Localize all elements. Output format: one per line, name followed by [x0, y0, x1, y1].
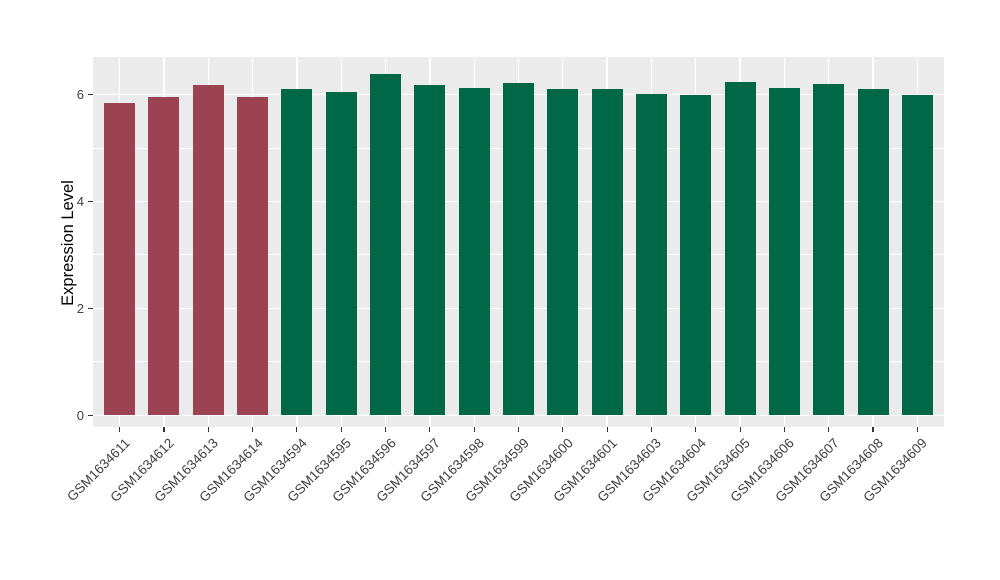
x-tick-mark	[739, 427, 741, 432]
y-tick-mark	[88, 414, 93, 416]
bar	[591, 89, 623, 416]
bar	[502, 82, 534, 416]
y-tick-label: 6	[76, 86, 84, 102]
y-tick-mark	[88, 307, 93, 309]
bar	[901, 95, 933, 416]
x-tick-mark	[562, 427, 564, 432]
x-tick-mark	[384, 427, 387, 432]
bar	[281, 89, 313, 416]
x-tick-mark	[783, 427, 786, 432]
x-tick-mark	[163, 427, 165, 432]
y-axis-title: Expression Level	[59, 180, 77, 306]
x-tick-mark	[872, 427, 874, 432]
bar	[813, 84, 845, 416]
bar	[104, 102, 136, 416]
x-tick-mark	[340, 427, 342, 432]
bar	[414, 84, 446, 416]
x-tick-mark	[606, 427, 608, 432]
x-tick-mark	[429, 427, 431, 432]
bar	[148, 97, 180, 416]
bar	[680, 94, 712, 416]
x-tick-mark	[251, 427, 254, 432]
y-tick-label: 0	[76, 407, 84, 423]
bar	[768, 88, 800, 416]
x-tick-mark	[296, 427, 298, 432]
bar	[458, 88, 490, 416]
x-tick-mark	[695, 427, 697, 432]
plot-panel	[93, 57, 944, 427]
bar	[237, 96, 269, 416]
bar	[192, 84, 224, 416]
bar	[857, 89, 889, 416]
x-tick-mark	[916, 427, 918, 432]
bar	[635, 94, 667, 416]
x-tick-mark	[118, 427, 121, 432]
bar	[370, 73, 402, 416]
bar	[547, 89, 579, 416]
y-tick-mark	[88, 200, 93, 202]
x-tick-mark	[207, 427, 209, 432]
bar	[325, 91, 357, 416]
x-tick-mark	[828, 427, 830, 432]
y-tick-label: 2	[76, 300, 84, 316]
x-tick-mark	[517, 427, 520, 432]
y-tick-label: 4	[76, 193, 84, 209]
x-tick-mark	[473, 427, 475, 432]
y-tick-mark	[88, 93, 93, 95]
x-tick-mark	[650, 427, 653, 432]
bar	[724, 81, 756, 416]
